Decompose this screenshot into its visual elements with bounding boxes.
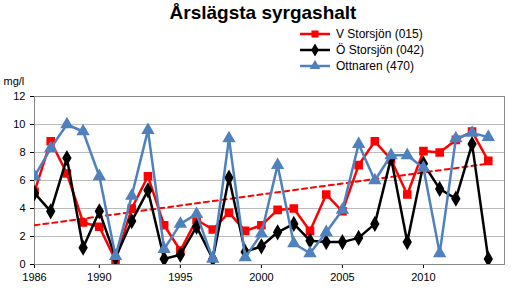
svg-text:2010: 2010 [411, 271, 435, 283]
svg-text:4: 4 [19, 202, 25, 214]
svg-text:8: 8 [19, 146, 25, 158]
svg-text:1995: 1995 [168, 271, 192, 283]
svg-text:2005: 2005 [330, 271, 354, 283]
svg-text:6: 6 [19, 174, 25, 186]
svg-text:mg/l: mg/l [4, 75, 25, 87]
svg-text:10: 10 [13, 118, 25, 130]
svg-text:12: 12 [13, 90, 25, 102]
html-text:Årslägsta syrgashalt: Årslägsta syrgashalt [169, 2, 357, 23]
html-text:Ö Storsjön (042): Ö Storsjön (042) [336, 43, 424, 57]
svg-text:1986: 1986 [22, 271, 46, 283]
svg-text:1990: 1990 [87, 271, 111, 283]
html-text:Ottnaren (470): Ottnaren (470) [336, 59, 414, 73]
svg-text:0: 0 [19, 258, 25, 270]
html-text:V Storsjön (015): V Storsjön (015) [336, 27, 423, 41]
svg-text:2000: 2000 [249, 271, 273, 283]
svg-text:2: 2 [19, 230, 25, 242]
